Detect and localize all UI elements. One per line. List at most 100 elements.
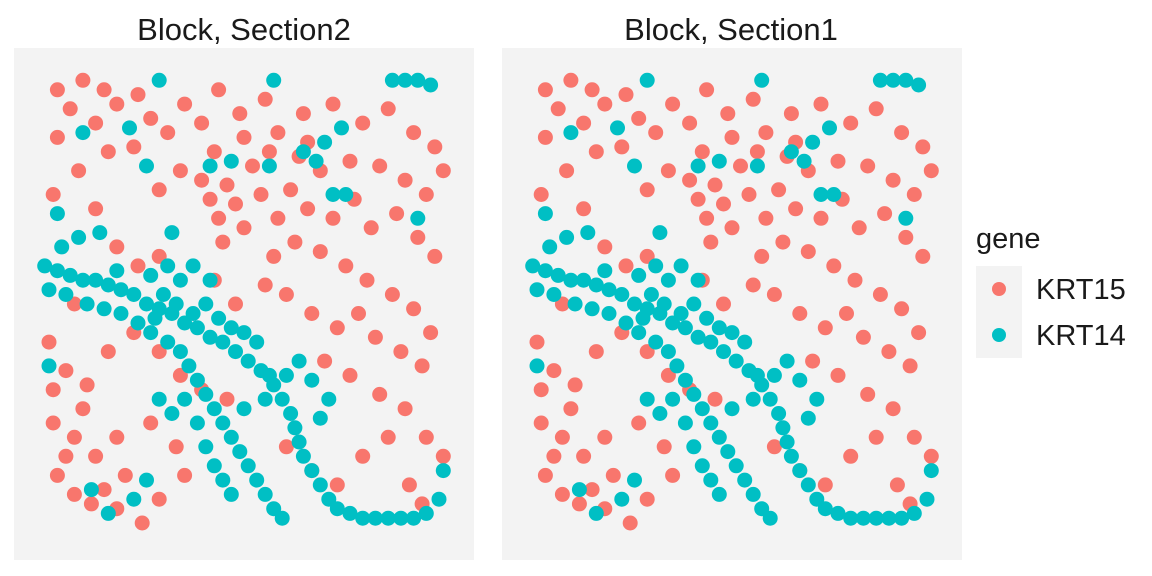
point-krt14-section2-22 xyxy=(164,225,180,241)
point-krt15-section2-53 xyxy=(266,248,282,264)
point-krt14-section1-51 xyxy=(584,301,600,317)
point-krt14-section2-80 xyxy=(393,510,409,526)
point-krt14-section2-65 xyxy=(249,472,265,488)
point-krt15-section2-59 xyxy=(406,301,422,317)
point-krt15-section1-50 xyxy=(877,206,893,222)
point-krt15-section2-82 xyxy=(58,363,74,379)
point-krt14-section2-13 xyxy=(308,153,324,169)
point-krt15-section1-47 xyxy=(813,210,829,226)
point-krt15-section1-39 xyxy=(716,196,731,212)
point-krt14-section2-32 xyxy=(139,296,154,312)
point-krt15-section2-112 xyxy=(58,448,74,464)
point-krt15-section2-4 xyxy=(211,82,227,98)
point-krt14-section1-0 xyxy=(872,72,888,88)
point-krt15-section2-40 xyxy=(236,220,252,236)
point-krt14-section1-50 xyxy=(567,296,583,312)
point-krt14-section2-52 xyxy=(113,306,129,321)
point-krt14-section2-62 xyxy=(223,429,239,445)
point-krt15-section1-38 xyxy=(707,177,723,193)
point-krt15-section1-66 xyxy=(817,320,833,336)
point-krt15-section1-43 xyxy=(741,187,757,202)
point-krt15-section2-28 xyxy=(418,187,434,202)
point-krt15-section1-96 xyxy=(537,467,553,483)
point-krt15-section2-55 xyxy=(312,244,328,260)
point-krt14-section2-78 xyxy=(367,510,383,526)
point-krt15-section1-21 xyxy=(894,125,910,141)
point-krt14-section1-97 xyxy=(677,415,693,431)
point-krt14-section1-4 xyxy=(639,72,655,88)
point-krt15-section1-112 xyxy=(546,448,562,464)
point-krt15-section2-62 xyxy=(228,296,243,312)
point-krt15-section1-84 xyxy=(588,344,604,360)
point-krt14-section2-75 xyxy=(329,501,345,517)
point-krt14-section2-43 xyxy=(274,391,290,407)
point-krt15-section2-71 xyxy=(317,353,333,369)
point-krt15-section2-30 xyxy=(49,129,65,145)
point-krt15-section2-117 xyxy=(236,129,252,145)
point-krt14-section2-89 xyxy=(198,296,214,312)
point-krt15-section2-111 xyxy=(117,467,133,483)
point-krt15-section1-37 xyxy=(699,210,715,226)
point-krt14-section1-100 xyxy=(703,472,719,488)
point-krt14-section2-86 xyxy=(168,296,184,312)
point-krt14-section1-26 xyxy=(550,267,566,283)
point-krt15-section1-63 xyxy=(745,277,761,293)
point-krt15-section1-3 xyxy=(618,87,634,103)
point-krt14-section1-98 xyxy=(686,439,702,455)
point-krt15-section1-104 xyxy=(766,439,782,455)
point-krt14-section2-11 xyxy=(261,158,277,174)
point-krt14-section2-59 xyxy=(198,386,214,402)
point-krt15-section2-99 xyxy=(96,482,112,498)
point-krt15-section2-118 xyxy=(261,144,277,160)
point-krt14-section1-18 xyxy=(898,210,914,226)
point-krt14-section2-23 xyxy=(54,239,70,255)
point-krt14-section2-57 xyxy=(181,358,197,374)
point-krt15-section2-60 xyxy=(423,325,439,341)
point-krt15-section1-95 xyxy=(656,439,672,455)
point-krt14-section1-21 xyxy=(580,225,596,241)
point-krt15-section2-106 xyxy=(329,477,345,493)
point-krt14-section2-85 xyxy=(155,287,171,302)
point-krt14-section2-44 xyxy=(283,406,299,421)
point-krt14-section1-103 xyxy=(779,353,795,369)
point-krt15-section1-71 xyxy=(805,353,821,369)
point-krt15-section1-113 xyxy=(533,382,549,398)
point-krt15-section2-93 xyxy=(109,429,125,445)
point-krt15-section2-76 xyxy=(435,448,451,464)
point-krt15-section2-22 xyxy=(427,139,443,155)
point-krt15-section2-47 xyxy=(325,210,341,226)
point-krt14-section1-1 xyxy=(885,72,901,88)
point-krt15-section1-34 xyxy=(576,201,592,217)
point-krt15-section1-58 xyxy=(872,287,888,302)
point-krt15-section1-109 xyxy=(889,477,905,493)
point-krt15-section1-15 xyxy=(745,91,761,107)
point-krt14-section1-9 xyxy=(690,158,706,174)
point-krt14-section2-10 xyxy=(223,153,239,169)
point-krt15-section2-46 xyxy=(300,201,316,217)
point-krt15-section1-33 xyxy=(533,187,549,202)
point-krt14-section1-115 xyxy=(648,258,664,274)
point-krt14-section2-72 xyxy=(304,463,320,479)
point-krt15-section1-77 xyxy=(618,258,634,274)
point-krt14-section2-63 xyxy=(232,444,248,460)
point-krt14-section2-6 xyxy=(122,120,137,136)
point-krt15-section2-15 xyxy=(257,91,273,107)
point-krt14-section1-88 xyxy=(673,306,689,321)
point-krt14-section2-26 xyxy=(62,267,78,283)
point-krt14-section1-78 xyxy=(855,510,871,526)
point-krt14-section1-95 xyxy=(652,406,668,421)
point-krt15-section1-11 xyxy=(665,96,681,112)
point-layer-section2 xyxy=(37,72,451,531)
point-krt14-section1-49 xyxy=(546,287,562,302)
point-krt15-section2-58 xyxy=(384,287,400,302)
point-krt15-section2-107 xyxy=(355,448,371,464)
point-krt15-section2-57 xyxy=(359,272,375,288)
point-krt15-section1-93 xyxy=(597,429,613,445)
point-krt15-section2-12 xyxy=(194,115,210,131)
point-krt15-section1-20 xyxy=(868,101,884,117)
point-krt15-section2-45 xyxy=(283,182,299,198)
point-krt15-section2-102 xyxy=(151,491,167,507)
point-krt14-section1-13 xyxy=(796,153,812,169)
legend-label-krt14: KRT14 xyxy=(1036,320,1126,352)
point-krt15-section1-49 xyxy=(851,220,867,236)
